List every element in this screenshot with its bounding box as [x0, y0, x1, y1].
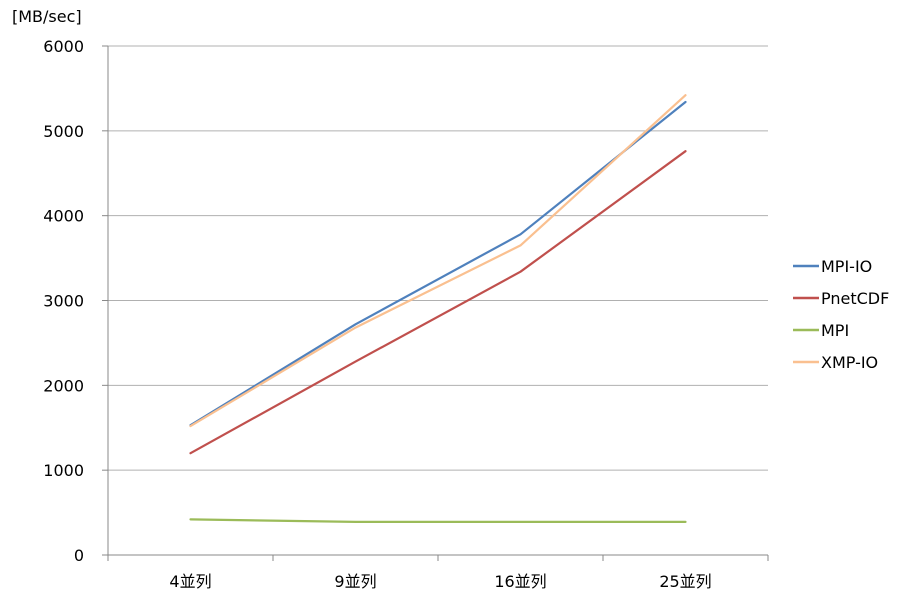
- x-tick-label: 4並列: [169, 572, 211, 591]
- series-line-xmp-io: [189, 94, 687, 428]
- y-tick-label: 5000: [43, 122, 84, 141]
- y-tick-label: 3000: [43, 292, 84, 311]
- x-tick-labels: 4並列 9並列 16並列 25並列: [169, 572, 711, 591]
- y-tick-label: 2000: [43, 376, 84, 395]
- x-tick-label: 16並列: [494, 572, 546, 591]
- y-tick-label: 4000: [43, 207, 84, 226]
- legend-label: XMP-IO: [821, 353, 878, 372]
- legend-label: PnetCDF: [821, 289, 889, 308]
- y-tick-label: 1000: [43, 461, 84, 480]
- legend-label: MPI-IO: [821, 257, 872, 276]
- series-line-mpi-io: [189, 100, 687, 427]
- y-axis-unit-label: [MB/sec]: [12, 7, 82, 26]
- series-line-pnetcdf: [189, 150, 687, 455]
- y-tick-label: 6000: [43, 37, 84, 56]
- y-tick-label: 0: [74, 546, 84, 565]
- x-tick-label: 9並列: [334, 572, 376, 591]
- series-line-mpi: [189, 518, 687, 524]
- y-tick-labels: 0 1000 2000 3000 4000 5000 6000: [43, 37, 84, 565]
- series-lines: [189, 94, 687, 524]
- x-tick-label: 25並列: [659, 572, 711, 591]
- legend: MPI-IO PnetCDF MPI XMP-IO: [793, 257, 889, 372]
- legend-label: MPI: [821, 321, 849, 340]
- gridlines: [108, 45, 768, 471]
- axes: [102, 45, 769, 561]
